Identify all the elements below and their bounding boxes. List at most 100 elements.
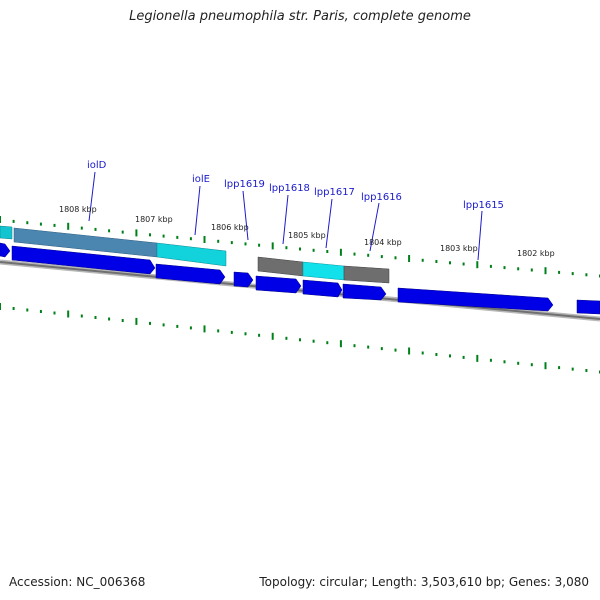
major-tick [544,362,547,370]
gene-lpp1617[interactable] [302,261,345,281]
minor-tick [503,266,506,270]
minor-tick [285,246,288,250]
gene-lpp1618[interactable] [257,256,304,277]
major-tick [544,267,547,275]
major-tick [408,347,411,355]
minor-tick [571,367,574,371]
minor-tick [217,239,220,243]
minor-tick [80,314,83,318]
accession-info: Accession: NC_006368 [9,575,145,589]
minor-tick [108,229,111,233]
gene-arrow[interactable] [342,283,387,301]
minor-tick [353,344,356,348]
gene-label[interactable]: lpp1616 [361,192,402,203]
minor-tick [121,230,124,234]
gene-arrow[interactable] [155,263,226,285]
major-tick [67,310,70,318]
minor-tick [435,353,438,356]
minor-tick [39,222,42,226]
gene-arrow[interactable] [233,271,254,288]
gene-arrow[interactable] [11,245,156,275]
minor-tick [435,260,438,263]
minor-tick [230,241,233,245]
gene-arrow[interactable] [0,242,11,258]
leader-line [194,185,201,236]
scale-label: 1802 kbp [517,249,555,258]
minor-tick [449,261,451,265]
minor-tick [80,226,83,230]
minor-tick [558,366,561,370]
gene-arrow[interactable] [576,299,600,315]
minor-tick [503,360,506,364]
major-tick [135,317,138,325]
gene-label[interactable]: lpp1615 [463,200,504,211]
minor-tick [558,270,561,274]
scale-label: 1808 kbp [59,205,97,214]
gene-segment[interactable] [0,225,13,240]
major-tick [339,340,342,348]
minor-tick [258,243,261,247]
minor-tick [312,248,315,252]
major-tick [339,248,342,256]
minor-tick [94,316,97,319]
gene-label[interactable]: iolE [192,174,210,185]
major-tick [135,229,138,237]
gene-arrow[interactable] [397,287,554,312]
major-tick [476,354,479,362]
minor-tick [585,273,588,277]
major-tick [0,216,1,223]
leader-line [369,202,380,252]
minor-tick [367,345,370,349]
gene-arrow[interactable] [255,275,302,294]
gene-label[interactable]: lpp1618 [269,183,310,194]
minor-tick [162,323,165,327]
major-tick [203,325,206,333]
minor-tick [299,247,301,251]
gene-arrow[interactable] [302,279,343,298]
minor-tick [394,348,397,352]
gene-iolE[interactable] [156,242,227,267]
inner-scale-track [0,303,600,374]
minor-tick [94,227,97,231]
topology-info: Topology: circular; Length: 3,503,610 bp… [259,575,589,589]
reverse-strand-genes [0,225,390,284]
minor-tick [162,234,165,238]
gene-label[interactable]: lpp1617 [314,187,355,198]
minor-tick [394,256,397,260]
scale-labels: 1808 kbp 1807 kbp 1806 kbp 1805 kbp 1804… [59,205,555,258]
gene-label[interactable]: iolD [87,160,107,171]
minor-tick [367,253,370,257]
minor-tick [12,307,15,310]
leader-line [282,194,289,245]
minor-tick [326,250,329,253]
major-tick [408,255,411,262]
leader-line [242,190,249,241]
genome-backbone-line [0,261,600,320]
minor-tick [299,338,301,342]
major-tick [271,332,274,340]
minor-tick [312,339,315,343]
minor-tick [217,329,220,333]
gene-lpp1616[interactable] [343,265,390,284]
gene-label[interactable]: lpp1619 [224,179,265,190]
scale-label: 1805 kbp [288,231,326,240]
minor-tick [462,355,465,359]
minor-tick [26,308,29,312]
minor-tick [380,255,383,259]
minor-tick [517,267,520,271]
minor-tick [449,354,451,358]
minor-tick [585,369,588,372]
minor-tick [244,332,247,336]
major-tick [0,303,1,310]
leader-line [88,171,96,222]
accession-label: Accession: [9,575,73,589]
minor-tick [571,272,574,276]
scale-label: 1806 kbp [211,223,249,232]
scale-label: 1803 kbp [440,244,478,253]
accession-value: NC_006368 [76,575,146,589]
scale-label: 1804 kbp [364,238,402,247]
minor-tick [530,268,533,272]
minor-tick [462,262,465,266]
minor-tick [489,358,492,362]
minor-tick [421,258,424,262]
